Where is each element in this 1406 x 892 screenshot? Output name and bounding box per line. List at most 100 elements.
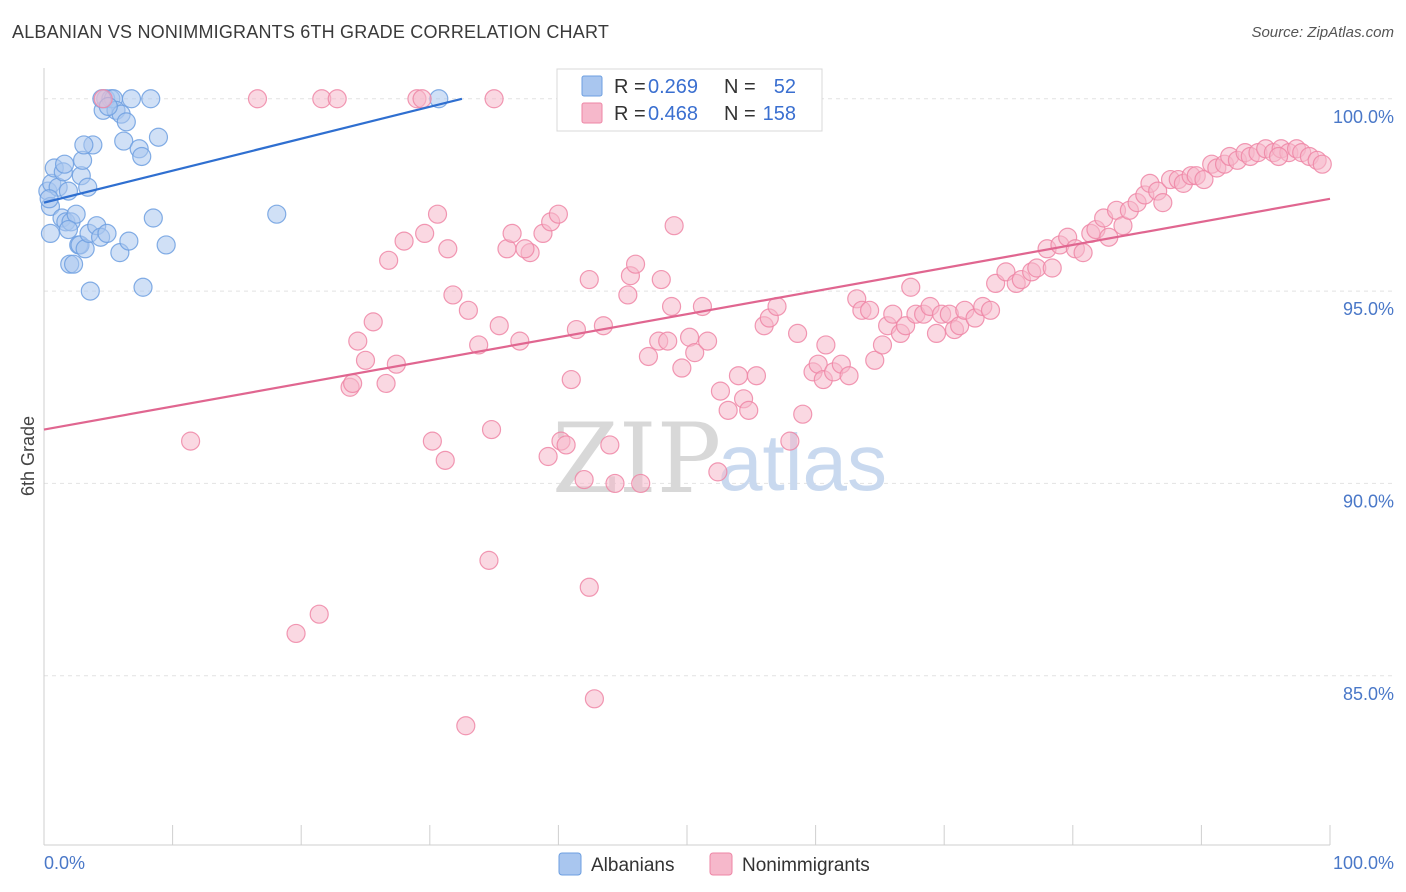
nonimmigrants-point — [1042, 258, 1062, 278]
albanians-point — [116, 112, 136, 132]
nonimmigrants-point — [469, 335, 489, 355]
nonimmigrants-point — [579, 269, 599, 290]
bottom-legend-swatch-albanians — [558, 852, 582, 876]
stats-legend: R = 0.269 N = 52 R = 0.468 N = 158 — [556, 68, 823, 132]
albanians-point — [54, 154, 75, 174]
bottom-legend-label-nonimmigrants: Nonimmigrants — [742, 855, 870, 876]
nonimmigrants-point — [816, 335, 836, 355]
watermark-zip: ZIP — [552, 403, 721, 515]
nonimmigrants-point — [1153, 193, 1173, 213]
albanians-point — [143, 208, 163, 228]
nonimmigrants-point — [605, 473, 625, 494]
nonimmigrants-point — [422, 431, 442, 451]
y-tick-label: 85.0% — [1343, 684, 1394, 704]
albanians-trend-line — [43, 97, 463, 204]
legend-r-label-albanians: R = — [614, 76, 646, 98]
x-tick-label-min: 0.0% — [44, 853, 85, 873]
nonimmigrants-point — [456, 716, 476, 736]
nonimmigrants-point — [718, 400, 738, 420]
nonimmigrants-point — [435, 450, 455, 470]
nonimmigrants-point — [728, 366, 749, 386]
bottom-legend-swatch-nonimmigrants — [709, 852, 733, 876]
nonimmigrants-point — [427, 204, 448, 224]
nonimmigrants-point — [286, 623, 306, 644]
nonimmigrants-point — [685, 343, 705, 363]
nonimmigrants-point — [658, 331, 678, 351]
nonimmigrants-point — [708, 462, 728, 482]
albanians-point — [267, 204, 287, 224]
y-tick-label: 90.0% — [1343, 491, 1394, 511]
nonimmigrants-point — [593, 316, 614, 336]
nonimmigrants-point — [363, 312, 383, 332]
nonimmigrants-point — [1268, 146, 1289, 167]
legend-swatch-nonimmigrants — [581, 102, 603, 124]
albanians-point — [74, 135, 94, 155]
legend-r-value-nonimmigrants: 0.468 — [648, 103, 698, 125]
nonimmigrants-point — [980, 300, 1001, 320]
legend-n-label-nonimmigrants: N = — [724, 103, 756, 125]
nonimmigrants-point — [872, 335, 893, 355]
nonimmigrants-point — [926, 323, 947, 344]
nonimmigrants-point — [489, 316, 509, 336]
legend-r-value-albanians: 0.269 — [648, 76, 698, 98]
nonimmigrants-point — [309, 604, 329, 624]
nonimmigrants-point — [901, 277, 921, 297]
nonimmigrants-point — [1312, 154, 1332, 174]
nonimmigrants-point — [438, 239, 458, 259]
nonimmigrants-point — [93, 89, 113, 109]
source-label: Source: ZipAtlas.com — [1251, 24, 1394, 41]
nonimmigrants-point — [638, 346, 659, 367]
nonimmigrants-point — [883, 304, 903, 324]
nonimmigrants-point — [379, 250, 399, 270]
nonimmigrants-point — [672, 358, 692, 378]
series-legend: Albanians Nonimmigrants — [558, 852, 870, 876]
nonimmigrants-point — [739, 400, 759, 420]
nonimmigrants-point — [412, 89, 432, 109]
nonimmigrants-point — [661, 296, 682, 317]
albanians-point — [148, 127, 169, 147]
nonimmigrants-point — [394, 231, 414, 251]
watermark-atlas: atlas — [718, 418, 887, 507]
nonimmigrants-point — [579, 577, 599, 597]
nonimmigrants-point — [415, 223, 435, 244]
nonimmigrants-point — [355, 350, 376, 370]
nonimmigrants-point — [574, 469, 594, 490]
nonimmigrants-point — [584, 689, 605, 709]
chart-title: ALBANIAN VS NONIMMIGRANTS 6TH GRADE CORR… — [12, 22, 610, 42]
albanians-point — [40, 223, 61, 244]
nonimmigrants-point — [479, 550, 499, 570]
nonimmigrants-point — [664, 216, 684, 236]
albanians-point — [58, 219, 79, 240]
nonimmigrants-point — [538, 446, 558, 467]
albanians-point — [132, 146, 152, 167]
nonimmigrants-point — [793, 404, 813, 424]
legend-n-label-albanians: N = — [724, 76, 756, 98]
nonimmigrants-point — [348, 331, 368, 351]
legend-r-label-nonimmigrants: R = — [614, 103, 646, 125]
nonimmigrants-point — [327, 89, 347, 109]
nonimmigrants-point — [458, 300, 478, 320]
nonimmigrants-point — [247, 89, 268, 109]
y-axis-tick-labels: 85.0% 90.0% 95.0% 100.0% — [1333, 107, 1394, 704]
albanians-point — [119, 231, 139, 251]
albanians-point — [97, 223, 117, 244]
nonimmigrants-point — [710, 381, 731, 401]
nonimmigrants-point — [860, 300, 880, 320]
nonimmigrants-point — [787, 323, 808, 344]
albanians-point — [80, 281, 100, 301]
nonimmigrants-point — [561, 369, 581, 390]
nonimmigrants-point — [556, 435, 576, 455]
nonimmigrants-point — [443, 285, 463, 305]
legend-swatch-albanians — [581, 75, 603, 97]
nonimmigrants-point — [1194, 169, 1214, 190]
nonimmigrants-trend-line — [43, 197, 1331, 431]
nonimmigrants-point — [618, 285, 638, 305]
nonimmigrants-point — [651, 269, 671, 290]
x-tick-label-max: 100.0% — [1333, 853, 1394, 873]
nonimmigrants-point — [343, 373, 363, 394]
albanians-point — [156, 235, 176, 255]
nonimmigrants-point — [865, 350, 885, 370]
legend-n-value-nonimmigrants: 158 — [763, 103, 796, 125]
y-tick-label: 100.0% — [1333, 107, 1394, 127]
